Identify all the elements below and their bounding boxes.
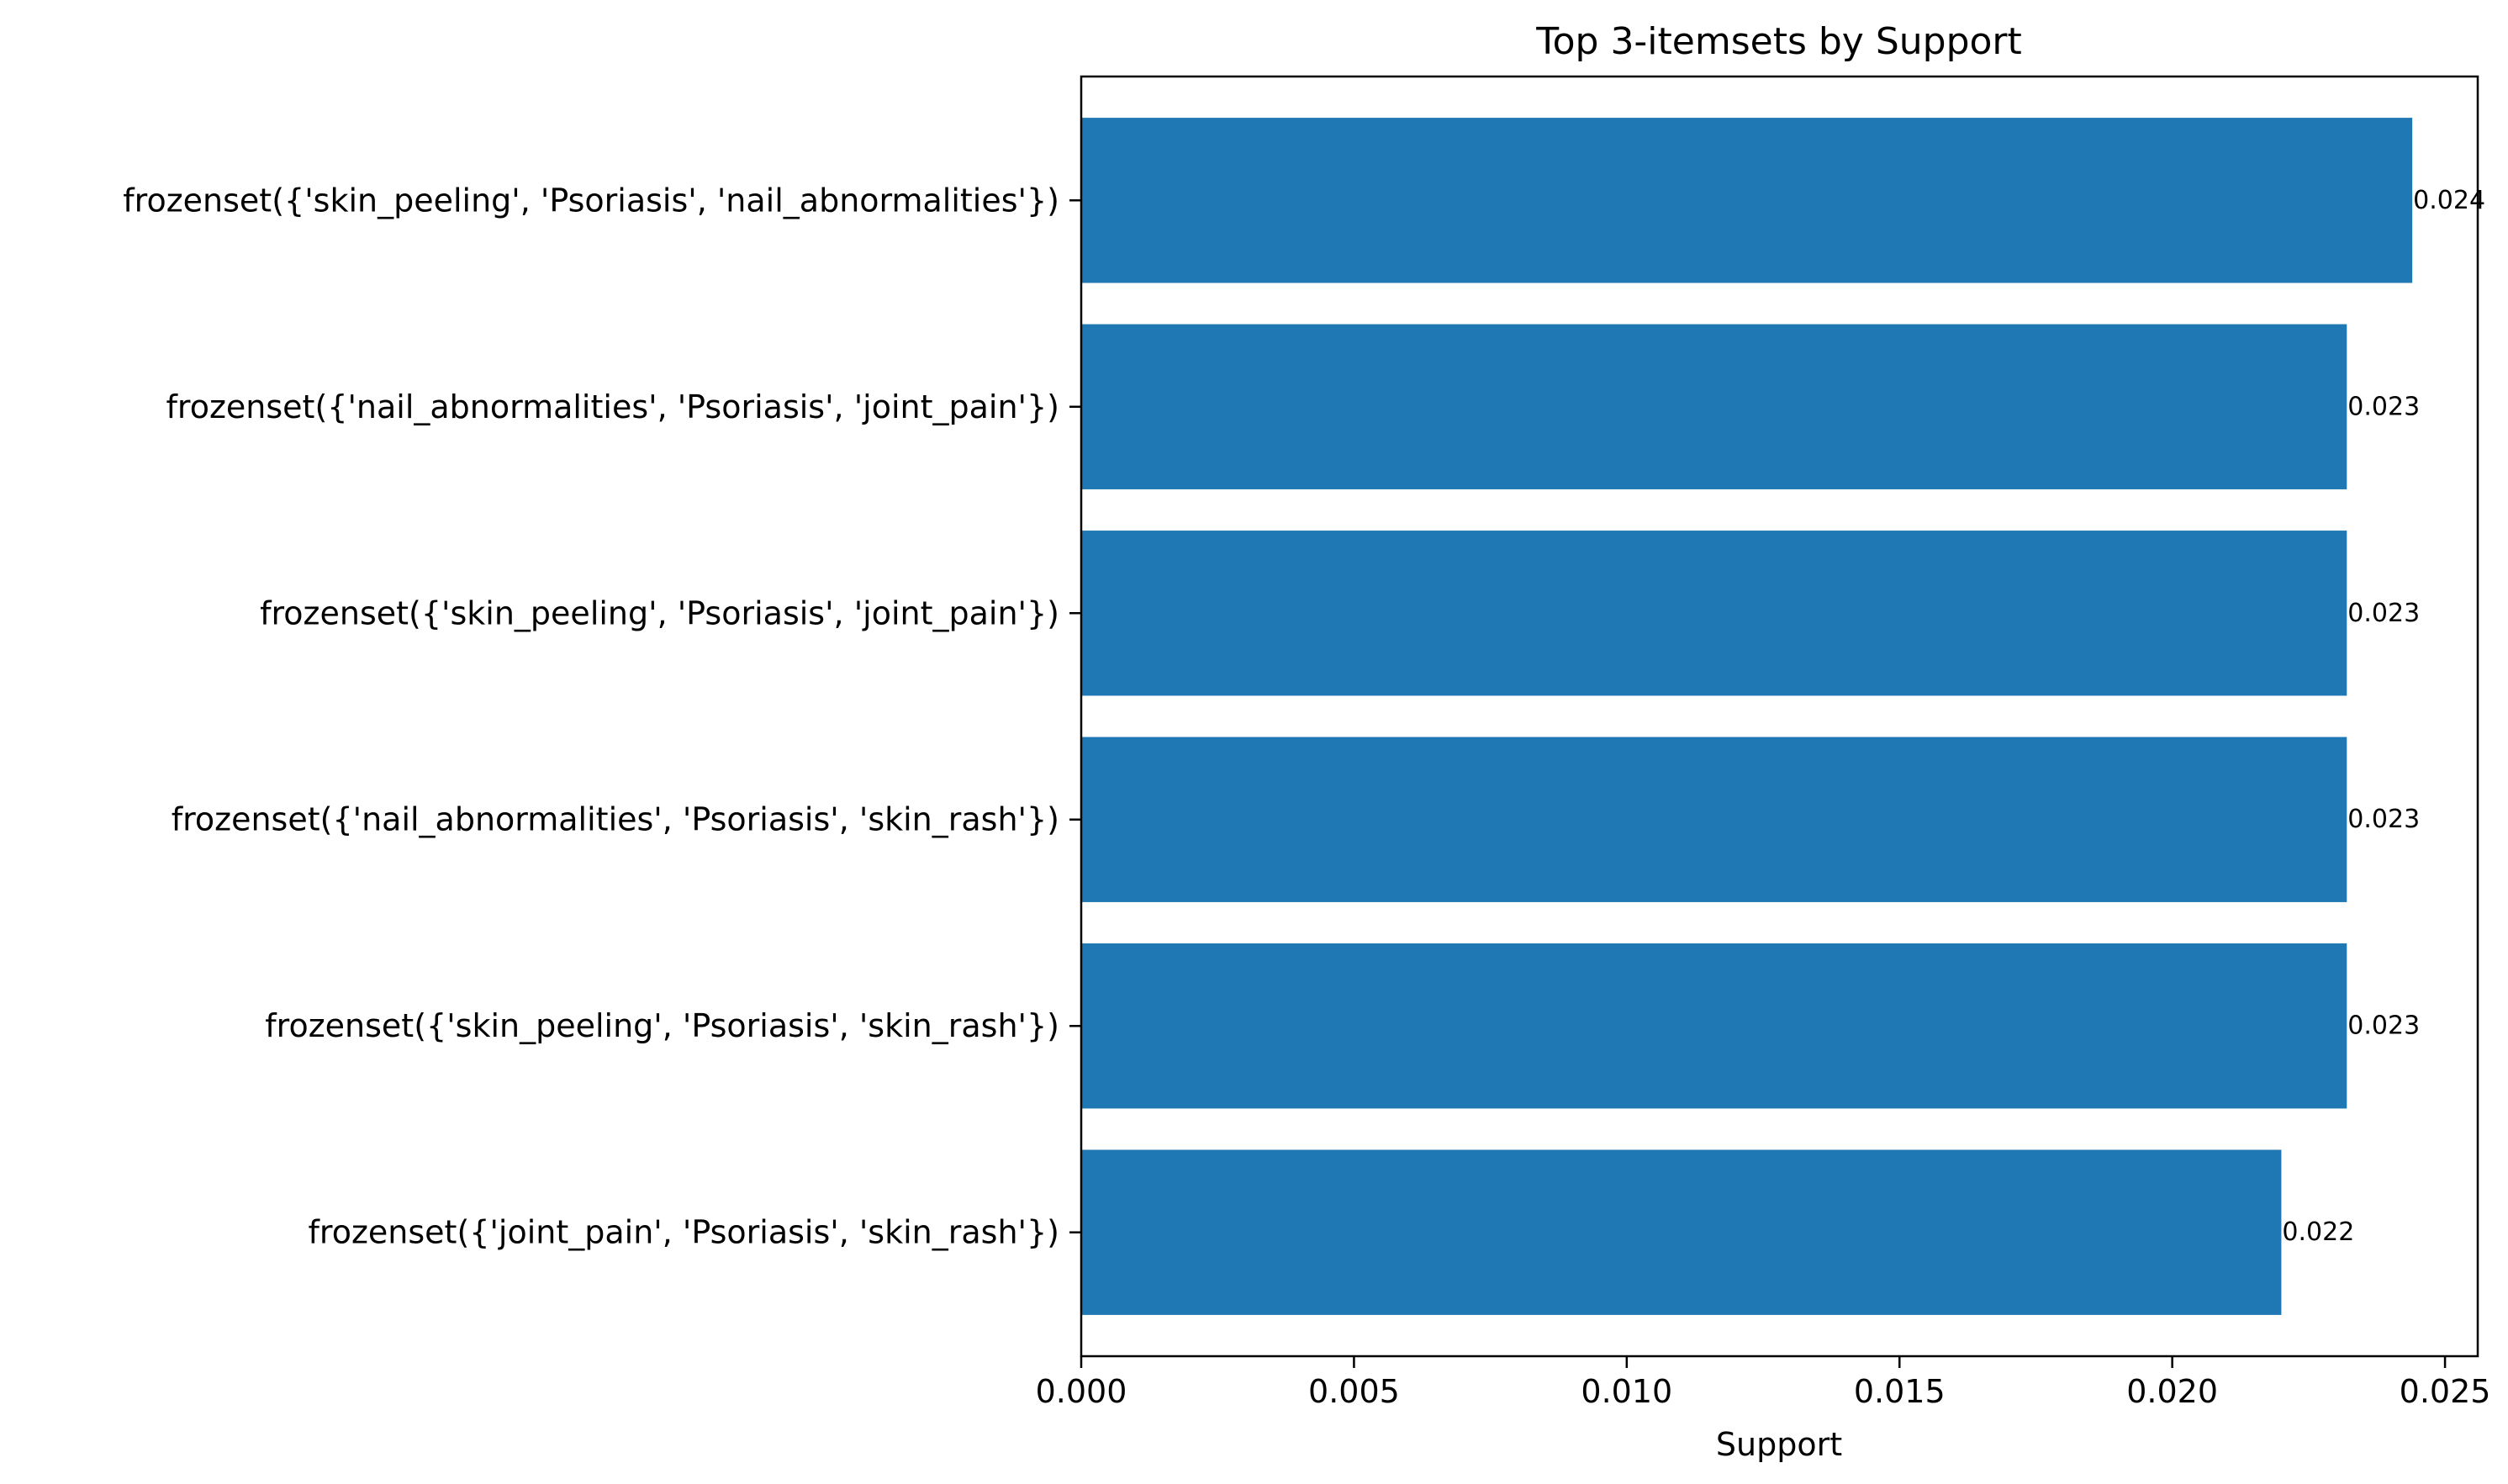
x-tick-label: 0.010 (1581, 1373, 1672, 1410)
x-tick-label: 0.000 (1036, 1373, 1127, 1410)
y-tick-label: frozenset({'nail_abnormalities', 'Psoria… (166, 388, 1059, 425)
bar-value-label: 0.024 (2413, 186, 2485, 215)
x-tick-label: 0.020 (2126, 1373, 2218, 1410)
bar-value-label: 0.022 (2282, 1217, 2354, 1247)
bar (1081, 531, 2347, 696)
bar (1081, 324, 2347, 489)
x-axis-label: Support (1716, 1426, 1842, 1463)
x-tick-label: 0.005 (1308, 1373, 1400, 1410)
chart-title: Top 3-itemsets by Support (1535, 20, 2022, 63)
value-labels-layer: 0.024 0.023 0.023 0.023 0.023 0.022 (2282, 186, 2485, 1247)
y-tick-label: frozenset({'skin_peeling', 'Psoriasis', … (260, 594, 1059, 631)
bar (1081, 737, 2347, 902)
plot-frame (1080, 75, 2479, 1358)
y-axis-ticks: frozenset({'skin_peeling', 'Psoriasis', … (123, 182, 1081, 1251)
bars-layer (1081, 118, 2413, 1315)
bar (1081, 1149, 2282, 1315)
y-tick-label: frozenset({'joint_pain', 'Psoriasis', 's… (309, 1214, 1059, 1251)
bar (1081, 943, 2347, 1109)
y-tick-label: frozenset({'nail_abnormalities', 'Psoria… (172, 801, 1059, 838)
bar-value-label: 0.023 (2347, 599, 2420, 628)
bar (1081, 118, 2413, 283)
bar-value-label: 0.023 (2347, 805, 2420, 834)
y-tick-label: frozenset({'skin_peeling', 'Psoriasis', … (123, 182, 1059, 219)
bar-value-label: 0.023 (2347, 392, 2420, 421)
bar-value-label: 0.023 (2347, 1011, 2420, 1041)
x-tick-label: 0.025 (2400, 1373, 2491, 1410)
x-tick-label: 0.015 (1854, 1373, 1946, 1410)
y-tick-label: frozenset({'skin_peeling', 'Psoriasis', … (265, 1007, 1059, 1044)
x-axis-ticks: 0.000 0.005 0.010 0.015 0.020 0.025 (1036, 1356, 2491, 1410)
